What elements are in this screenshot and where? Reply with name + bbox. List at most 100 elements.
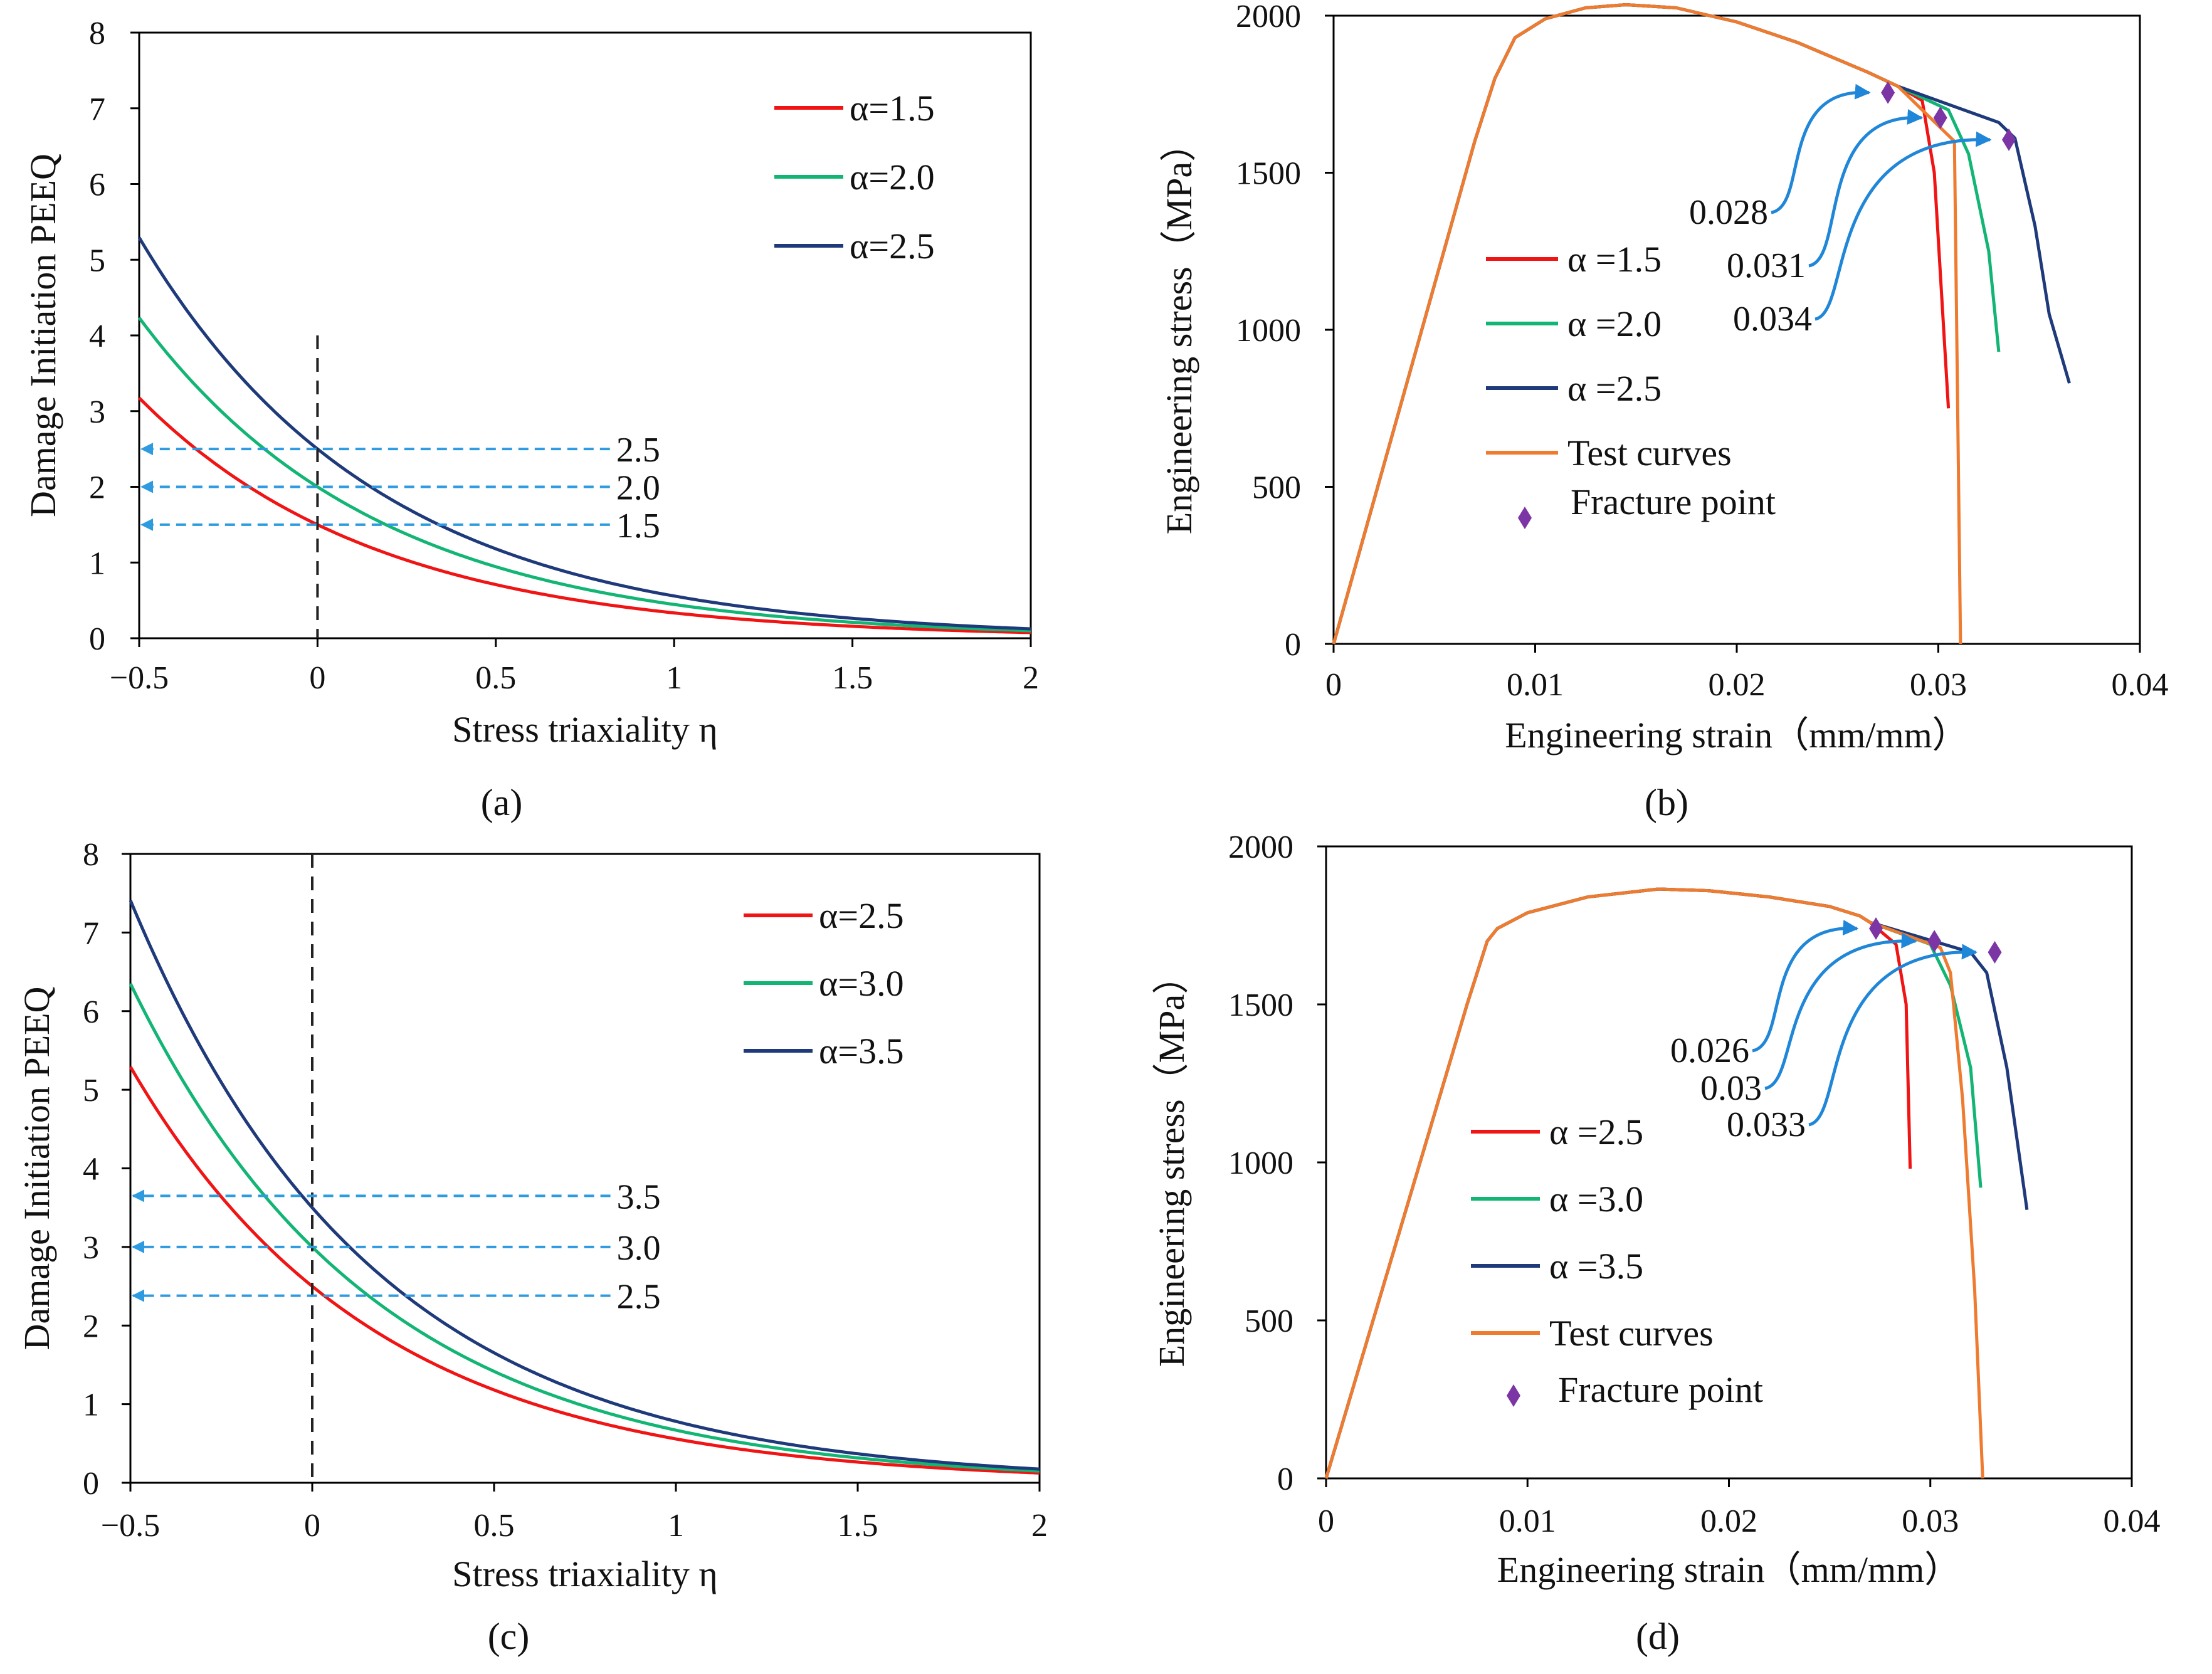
y-axis-label: Engineering stress（MPa） [1151,958,1192,1367]
curved-arrow-label: 0.026 [1670,1031,1749,1070]
legend-fracture-marker [1518,507,1532,529]
y-axis-label: Engineering stress（MPa） [1159,125,1199,534]
y-tick-label: 7 [89,92,105,127]
fracture-point-marker [1927,930,1942,953]
legend-label: α=3.0 [819,963,904,1004]
y-tick-label: 7 [83,915,99,951]
y-tick-label: 500 [1252,470,1301,506]
series-line-α=3.5 [129,900,1040,1471]
x-tick-label: 1.5 [832,660,873,696]
chart-panel-d: 0 0.01 0.02 0.03 0.04 0 500 1000 1500 2000 Enginee… [1151,829,2161,1657]
x-tick-label: 0 [1325,667,1342,703]
curved-arrow [1808,109,1924,268]
y-tick-label: 2 [89,470,105,506]
series-line-α=1.5 [138,396,1031,634]
series-line-α=2.0 [137,317,1031,633]
fracture-point-marker [1988,940,2002,964]
legend-label: α=2.5 [819,895,904,936]
y-tick-label: 0 [83,1466,99,1502]
x-tick-label: 0 [1318,1503,1334,1539]
x-tick-label: 1.5 [838,1508,878,1544]
series-line-Test curves [1332,3,1962,645]
x-tick-label: 0.01 [1507,667,1564,703]
y-tick-label: 1 [89,545,105,581]
curved-arrow [1764,932,1917,1090]
y-axis-label: Damage Initiation PEEQ [23,154,63,517]
legend-label: α=2.5 [850,226,935,266]
curved-arrow-label: 0.034 [1733,300,1812,339]
y-tick-label: 8 [83,837,99,873]
chart-panel-b: 0 0.01 0.02 0.03 0.04 0 500 1000 1500 2000 Enginee… [1159,0,2169,823]
series-line-α=3.0 [129,982,1040,1473]
x-tick-label: 0.5 [475,660,516,696]
x-tick-label: 0.02 [1709,667,1766,703]
curved-arrow-label: 0.03 [1700,1069,1762,1108]
legend-label: Test curves [1567,433,1732,473]
y-tick-label: 8 [89,16,105,51]
y-tick-label: 0 [89,621,105,657]
y-tick-label: 1500 [1236,156,1301,192]
fracture-point-marker [1933,106,1947,129]
legend-label: Test curves [1549,1313,1714,1354]
x-tick-label: 2 [1031,1508,1048,1544]
panel-label: (d) [1636,1616,1680,1657]
y-tick-label: 1 [83,1387,99,1423]
y-axis-label: Damage Initiation PEEQ [16,987,57,1350]
legend-fracture-marker [1507,1384,1520,1407]
arrow-value-label: 3.0 [617,1229,661,1268]
x-tick-label: −0.5 [110,660,169,696]
series-line-α=2.5 [137,236,1031,631]
x-tick-label: 1 [666,660,682,696]
curved-arrow [1771,83,1871,214]
x-tick-label: 0.5 [474,1508,515,1544]
x-tick-label: 0 [304,1508,320,1544]
series-line-Test curves [1324,887,1984,1479]
arrow-value-label: 2.5 [616,431,660,470]
legend-label: Fracture point [1558,1369,1763,1410]
y-tick-label: 4 [83,1152,99,1187]
x-tick-label: 1 [668,1508,684,1544]
legend-label: α =3.5 [1549,1246,1643,1287]
y-tick-label: 6 [89,167,105,203]
x-axis-label: Stress triaxiality η [452,709,717,750]
arrow-value-label: 2.0 [616,469,660,508]
y-tick-label: 3 [89,394,105,430]
y-tick-label: 5 [89,243,105,278]
panel-label: (c) [488,1616,530,1657]
y-tick-label: 0 [1277,1461,1293,1497]
arrow-value-label: 3.5 [617,1177,661,1216]
legend-label: α=3.5 [819,1031,904,1071]
x-tick-label: 0.04 [2112,667,2169,703]
legend-label: α =2.5 [1567,368,1662,409]
y-tick-label: 1000 [1228,1145,1293,1181]
fracture-point-marker [2002,128,2016,151]
legend-label: α =2.5 [1549,1112,1643,1152]
x-axis-label: Engineering strain（mm/mm） [1497,1549,1961,1590]
y-tick-label: 2000 [1228,829,1293,865]
x-tick-label: 0.03 [1902,1503,1959,1539]
x-tick-label: 2 [1023,660,1039,696]
fracture-point-marker [1881,81,1895,104]
legend-label: α =2.0 [1567,303,1662,344]
curved-arrow-label: 0.028 [1689,193,1768,232]
curved-arrow [1814,131,1992,321]
legend-label: α =1.5 [1567,239,1662,280]
curved-arrow [1808,944,1978,1127]
y-tick-label: 4 [89,318,105,354]
series-line-α =2.0 [1332,3,2001,645]
y-tick-label: 3 [83,1230,99,1266]
x-tick-label: −0.5 [101,1508,160,1544]
y-tick-label: 0 [1285,627,1301,663]
legend-label: α=1.5 [850,88,935,129]
panel-label: (b) [1645,782,1688,823]
x-tick-label: 0.02 [1700,1503,1757,1539]
arrow-value-label: 1.5 [616,507,660,545]
x-tick-label: 0.03 [1910,667,1967,703]
legend-label: Fracture point [1571,482,1776,522]
y-tick-label: 500 [1245,1303,1293,1339]
x-tick-label: 0.04 [2104,1503,2161,1539]
curved-arrow [1752,920,1859,1053]
